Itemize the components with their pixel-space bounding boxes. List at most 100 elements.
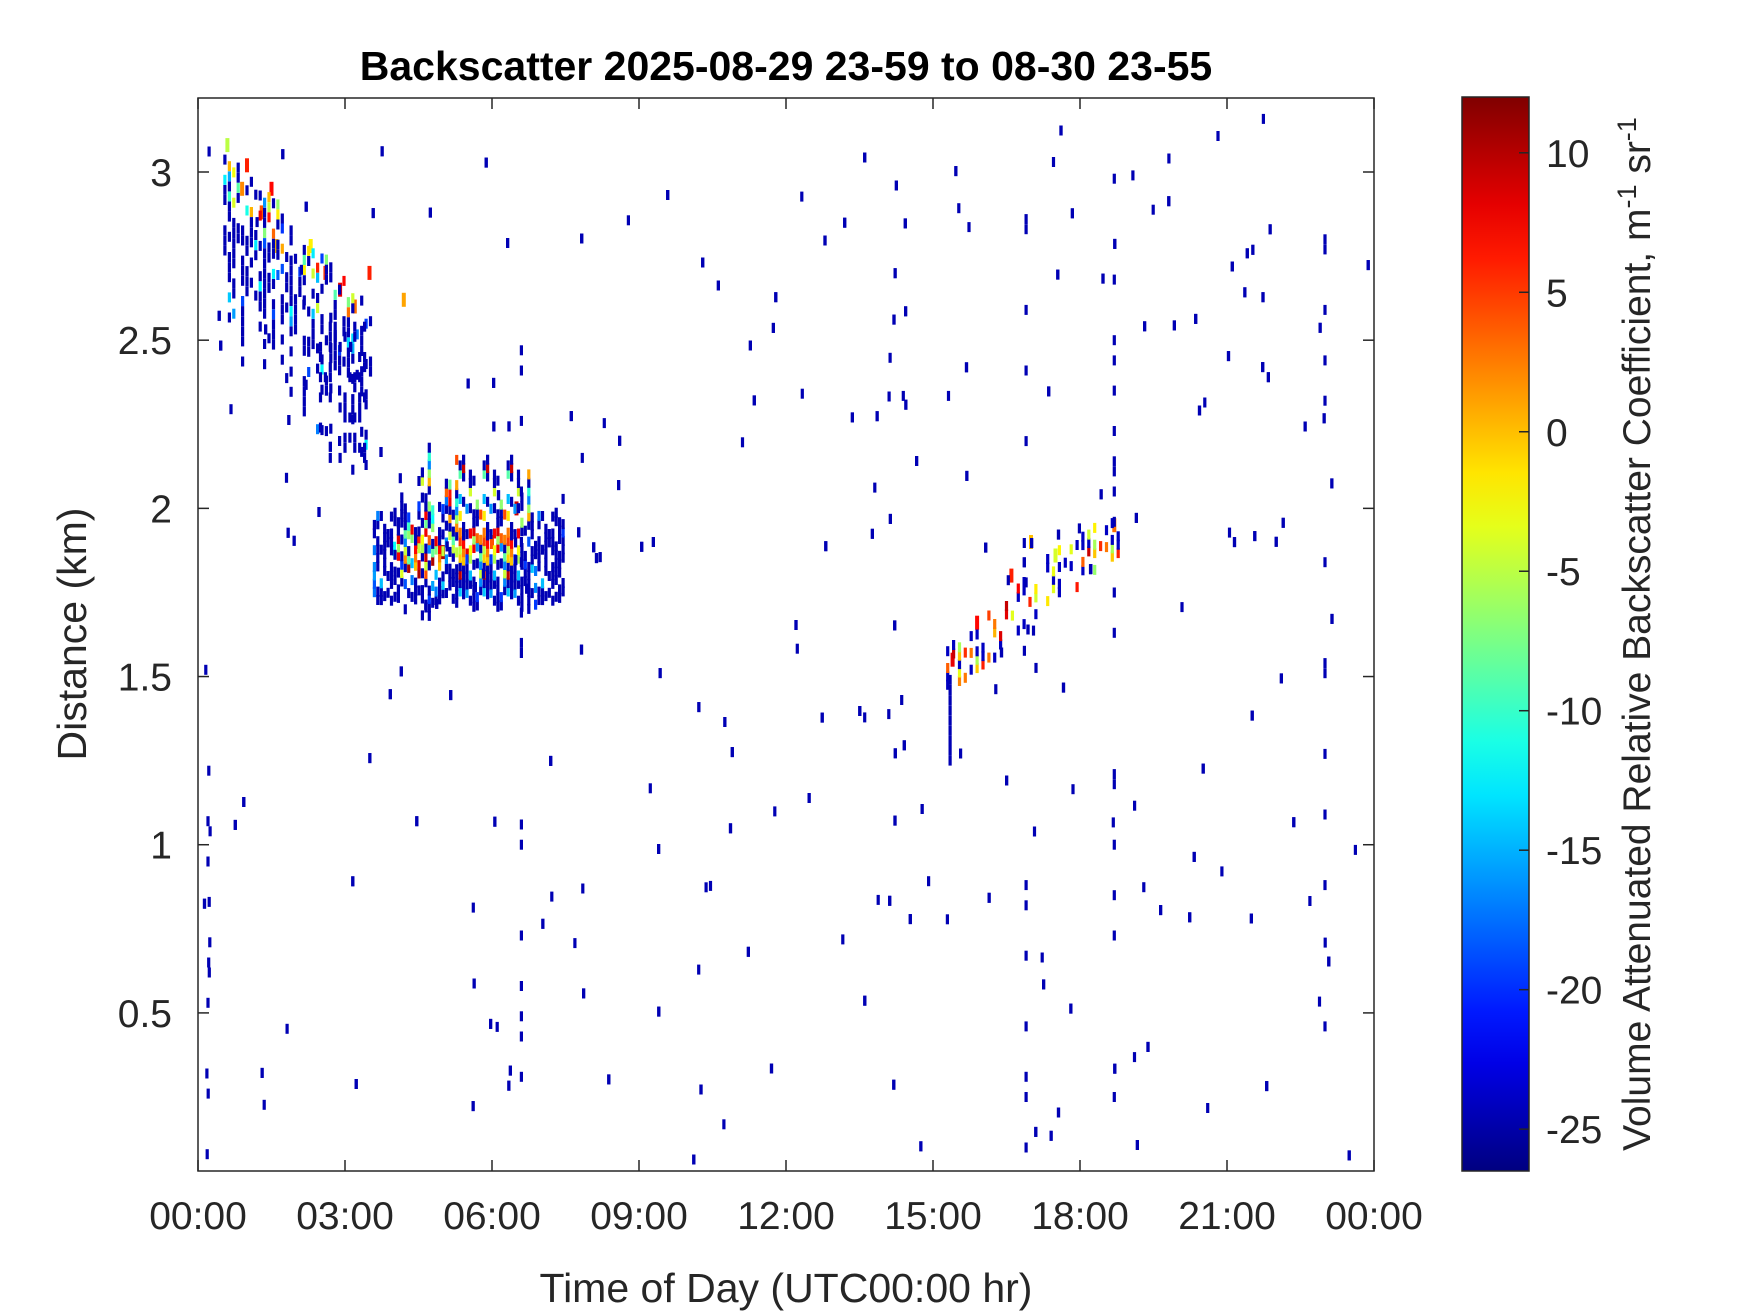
heatmap-cell	[414, 552, 418, 563]
heatmap-cell	[602, 418, 606, 429]
heatmap-cell	[894, 180, 898, 191]
heatmap-cell	[525, 583, 529, 594]
heatmap-cell	[547, 587, 551, 598]
heatmap-cell	[904, 306, 908, 317]
heatmap-cell	[993, 619, 997, 629]
heatmap-cell	[280, 243, 284, 254]
heatmap-cell	[740, 437, 745, 448]
heatmap-cell	[1323, 355, 1327, 366]
heatmap-cell	[410, 591, 414, 602]
heatmap-cell	[841, 934, 845, 945]
heatmap-cell	[513, 529, 517, 540]
plot-area: 00:00 03:00 06:00 09:00 12:00 15:00 18:00 21:00…	[118, 97, 1423, 1238]
heatmap-cell	[1081, 556, 1085, 567]
heatmap-cell	[417, 560, 421, 571]
heatmap-cell	[544, 557, 548, 568]
heatmap-cell	[351, 303, 355, 314]
heatmap-cell	[492, 545, 497, 556]
heatmap-cell	[950, 652, 955, 667]
x-tick-label: 00:00	[1325, 1195, 1423, 1238]
heatmap-cell	[455, 454, 459, 465]
heatmap-cell	[561, 544, 565, 555]
heatmap-cell	[245, 158, 249, 173]
heatmap-cell	[205, 1068, 209, 1079]
heatmap-cell	[728, 823, 733, 834]
heatmap-cell	[975, 646, 979, 657]
heatmap-cells	[202, 113, 1370, 1165]
heatmap-cell	[328, 362, 332, 373]
heatmap-cell	[561, 519, 565, 530]
heatmap-cell	[1093, 539, 1097, 550]
colorbar-label-mid: sr	[1616, 141, 1659, 184]
heatmap-cell	[1070, 208, 1074, 219]
heatmap-cell	[534, 566, 538, 576]
heatmap-cell	[227, 161, 231, 172]
heatmap-cell	[1022, 619, 1026, 630]
heatmap-cell	[360, 346, 364, 356]
heatmap-cell	[482, 460, 486, 471]
heatmap-cell	[519, 365, 523, 376]
heatmap-cell	[240, 181, 245, 196]
heatmap-cell	[1022, 577, 1026, 587]
heatmap-cell	[468, 528, 472, 539]
heatmap-cell	[1051, 574, 1056, 585]
heatmap-cell	[351, 876, 355, 887]
heatmap-cell	[364, 460, 368, 470]
heatmap-cell	[948, 695, 952, 706]
heatmap-cell	[771, 322, 775, 333]
heatmap-cell	[479, 534, 483, 545]
heatmap-cell	[887, 709, 891, 720]
heatmap-cell	[286, 527, 290, 538]
heatmap-cell	[863, 152, 867, 163]
heatmap-cell	[343, 331, 347, 342]
heatmap-cell	[530, 588, 534, 599]
heatmap-cell	[207, 957, 211, 968]
heatmap-cell	[317, 507, 321, 517]
heatmap-cell	[508, 1065, 512, 1076]
heatmap-cell	[1192, 851, 1196, 862]
heatmap-cell	[519, 930, 523, 941]
heatmap-cell	[438, 544, 442, 554]
heatmap-cell	[445, 541, 449, 552]
colorbar-gradient	[1462, 97, 1529, 1171]
heatmap-cell	[948, 745, 952, 756]
heatmap-cell	[389, 536, 394, 547]
heatmap-cell	[1112, 516, 1116, 527]
heatmap-cell	[420, 610, 424, 621]
heatmap-cell	[396, 550, 400, 561]
heatmap-cell	[496, 490, 501, 501]
heatmap-cell	[946, 390, 951, 401]
heatmap-cell	[383, 549, 387, 560]
heatmap-cell	[1030, 538, 1034, 549]
heatmap-cell	[333, 289, 337, 300]
heatmap-cell	[417, 509, 421, 520]
heatmap-cell	[241, 255, 245, 266]
heatmap-cell	[479, 576, 483, 587]
heatmap-cell	[1034, 1126, 1038, 1137]
heatmap-cell	[258, 301, 262, 312]
heatmap-cell	[407, 588, 411, 599]
heatmap-cell	[503, 568, 507, 579]
heatmap-cell	[503, 585, 507, 596]
heatmap-cell	[241, 265, 245, 276]
heatmap-cell	[400, 500, 404, 511]
heatmap-cell	[232, 248, 236, 259]
heatmap-cell	[427, 484, 431, 495]
heatmap-cell	[1104, 525, 1109, 536]
heatmap-cell	[657, 1006, 661, 1017]
heatmap-cell	[965, 470, 969, 481]
heatmap-cell	[271, 339, 276, 350]
heatmap-cell	[351, 373, 355, 384]
heatmap-cell	[444, 564, 449, 575]
heatmap-cell	[329, 272, 333, 283]
heatmap-cell	[1146, 1041, 1150, 1052]
heatmap-cell	[1167, 153, 1171, 164]
heatmap-cell	[414, 527, 418, 538]
heatmap-cell	[527, 578, 531, 589]
heatmap-cell	[400, 534, 404, 545]
heatmap-cell	[451, 509, 455, 520]
heatmap-cell	[901, 390, 905, 401]
heatmap-cell	[267, 282, 271, 293]
heatmap-cell	[1203, 397, 1207, 408]
heatmap-cell	[893, 815, 897, 826]
